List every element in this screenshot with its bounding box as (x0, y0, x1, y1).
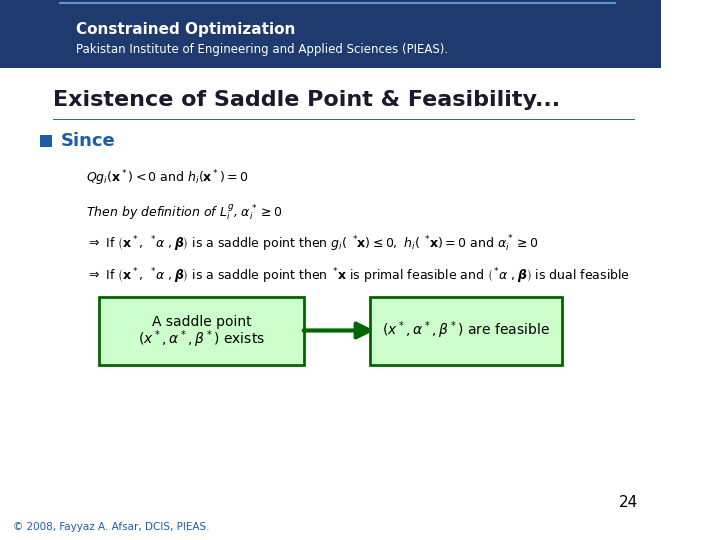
FancyBboxPatch shape (53, 119, 635, 120)
FancyBboxPatch shape (40, 135, 52, 147)
Text: Then by definition of $L_i^g$, $\alpha_i^*\geq 0$: Then by definition of $L_i^g$, $\alpha_i… (86, 202, 282, 221)
FancyBboxPatch shape (370, 297, 562, 364)
Text: $Qg_i\left(\mathbf{x}^*\right)<0$ and $h_i\left(\mathbf{x}^*\right)=0$: $Qg_i\left(\mathbf{x}^*\right)<0$ and $h… (86, 168, 248, 188)
Text: $\Rightarrow$ If $\left(\mathbf{x}^*,\ {}^*\!\alpha\ ,\boldsymbol{\beta}\right)$: $\Rightarrow$ If $\left(\mathbf{x}^*,\ {… (86, 267, 630, 286)
Text: © 2008, Fayyaz A. Afsar, DCIS, PIEAS.: © 2008, Fayyaz A. Afsar, DCIS, PIEAS. (13, 522, 210, 531)
Text: Existence of Saddle Point & Feasibility...: Existence of Saddle Point & Feasibility.… (53, 90, 560, 110)
Text: $(x^*,\alpha^*,\beta^*)$ are feasible: $(x^*,\alpha^*,\beta^*)$ are feasible (382, 320, 550, 341)
Text: Pakistan Institute of Engineering and Applied Sciences (PIEAS).: Pakistan Institute of Engineering and Ap… (76, 43, 448, 56)
Text: Constrained Optimization: Constrained Optimization (76, 22, 295, 37)
Text: $\Rightarrow$ If $\left(\mathbf{x}^*,\ {}^*\!\alpha\ ,\boldsymbol{\beta}\right)$: $\Rightarrow$ If $\left(\mathbf{x}^*,\ {… (86, 234, 539, 254)
FancyBboxPatch shape (0, 0, 662, 68)
Text: Since: Since (61, 132, 116, 150)
FancyBboxPatch shape (99, 297, 305, 364)
Text: A saddle point: A saddle point (152, 315, 251, 329)
Text: 24: 24 (618, 495, 638, 510)
Text: $(x^*,\alpha^*,\beta^*)$ exists: $(x^*,\alpha^*,\beta^*)$ exists (138, 328, 265, 350)
